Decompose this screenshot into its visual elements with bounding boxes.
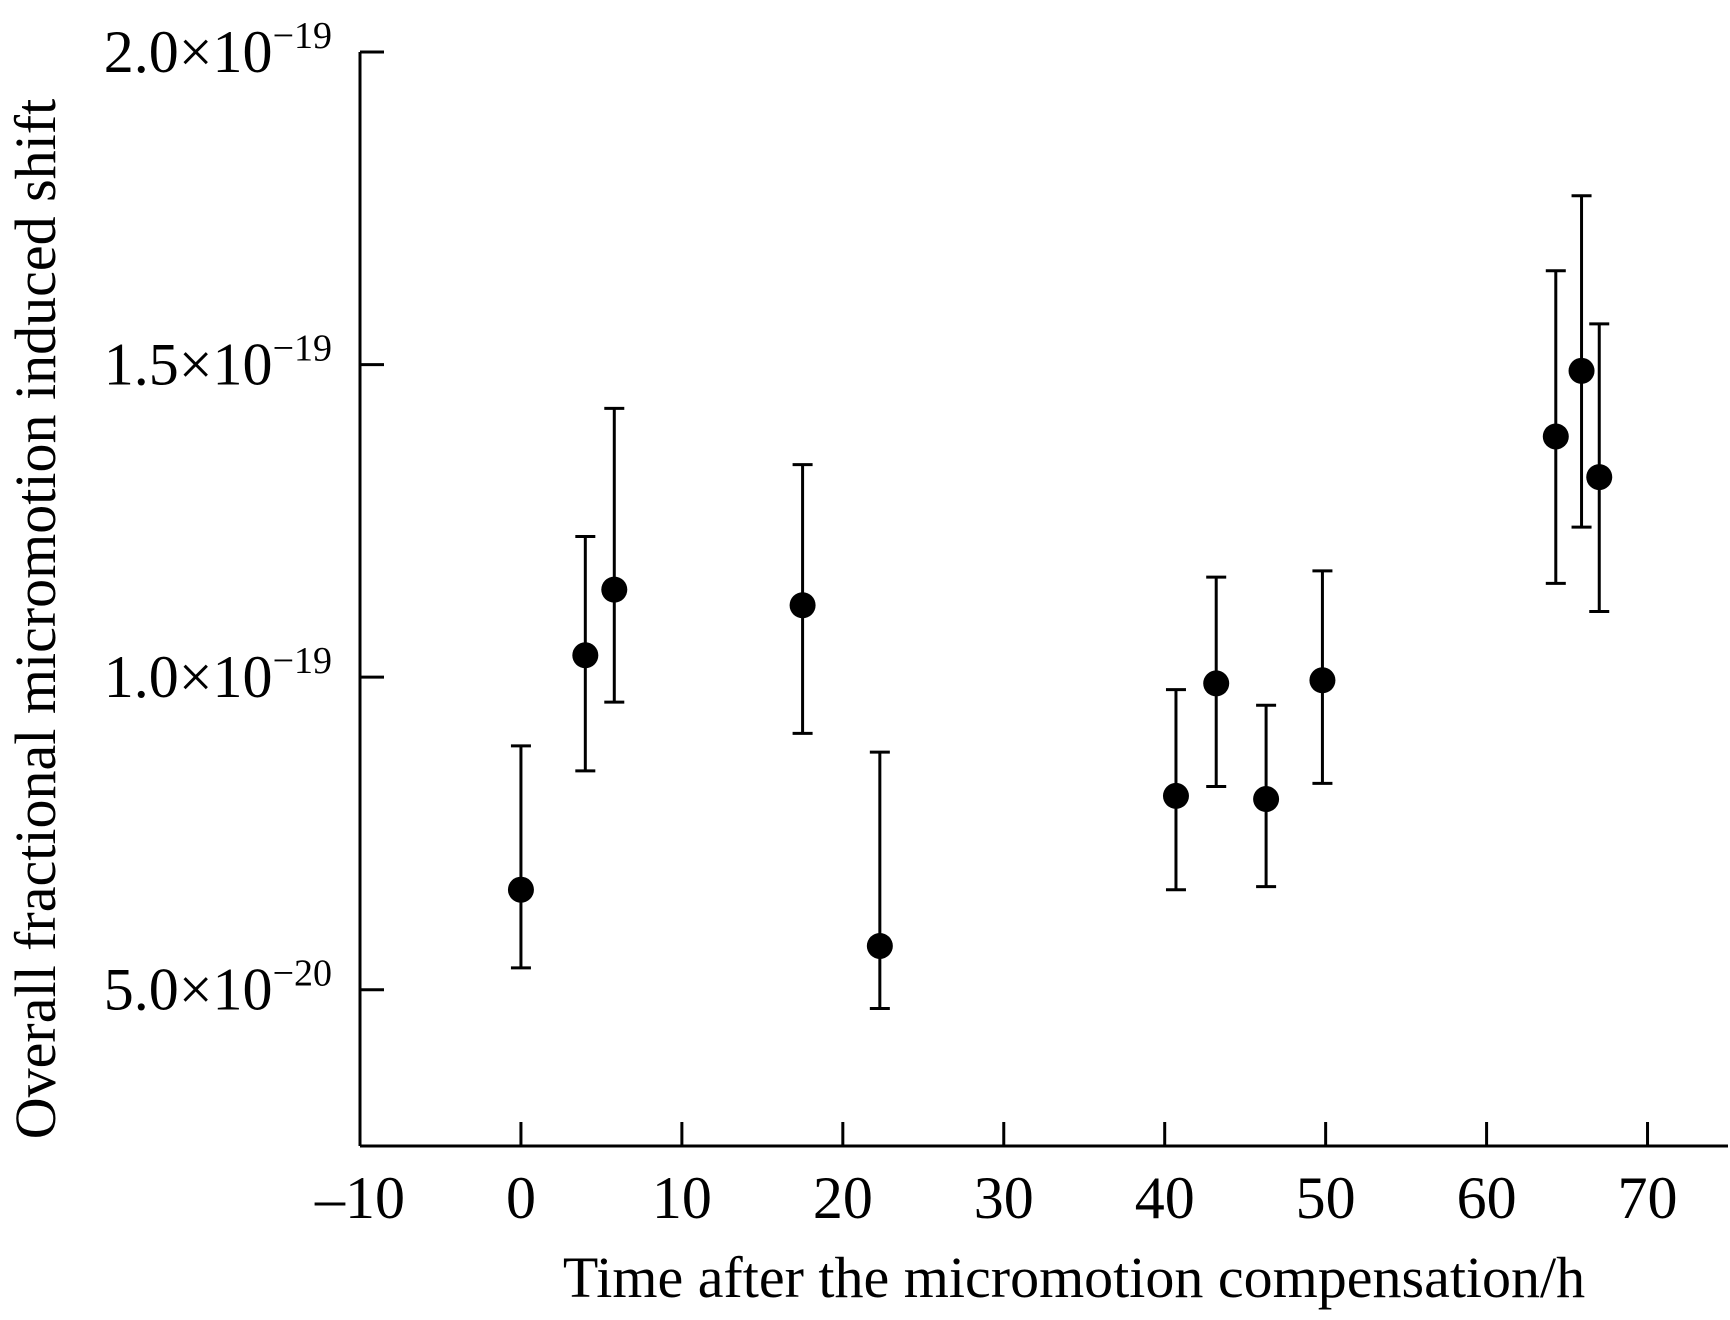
x-tick-label: 50 — [1296, 1165, 1356, 1231]
x-tick-label: 20 — [813, 1165, 873, 1231]
data-point — [1162, 782, 1189, 809]
x-ticks: –10 0 10 20 30 40 50 60 70 — [314, 1122, 1678, 1231]
data-point — [601, 576, 628, 603]
data-point — [507, 876, 534, 903]
x-tick-label: 10 — [652, 1165, 712, 1231]
y-tick-label: 5.0×10−20 — [104, 953, 332, 1023]
x-tick-label: 0 — [506, 1165, 536, 1231]
x-tick-label: –10 — [314, 1165, 405, 1231]
data-point — [1309, 667, 1336, 694]
axes — [358, 52, 1728, 1148]
y-axis-title: Overall fractional micromotion induced s… — [3, 99, 68, 1139]
data-points — [507, 357, 1613, 959]
data-point — [866, 932, 893, 959]
data-point — [1586, 464, 1613, 491]
data-point — [1253, 786, 1280, 813]
x-tick-label: 70 — [1618, 1165, 1678, 1231]
x-axis-title: Time after the micromotion compensation/… — [563, 1245, 1585, 1310]
y-tick-label: 1.5×10−19 — [104, 328, 332, 398]
y-ticks: 5.0×10−20 1.0×10−19 1.5×10−19 2.0×10−19 — [104, 15, 384, 1023]
y-tick-label: 1.0×10−19 — [104, 640, 332, 710]
x-tick-label: 30 — [974, 1165, 1034, 1231]
x-tick-label: 40 — [1135, 1165, 1195, 1231]
y-tick-label: 2.0×10−19 — [104, 15, 332, 85]
data-point — [1568, 357, 1595, 384]
data-point — [1203, 670, 1230, 697]
x-tick-label: 60 — [1457, 1165, 1517, 1231]
data-point — [1542, 423, 1569, 450]
data-point — [572, 642, 599, 669]
data-point — [789, 592, 816, 619]
error-bars — [510, 194, 1610, 1010]
